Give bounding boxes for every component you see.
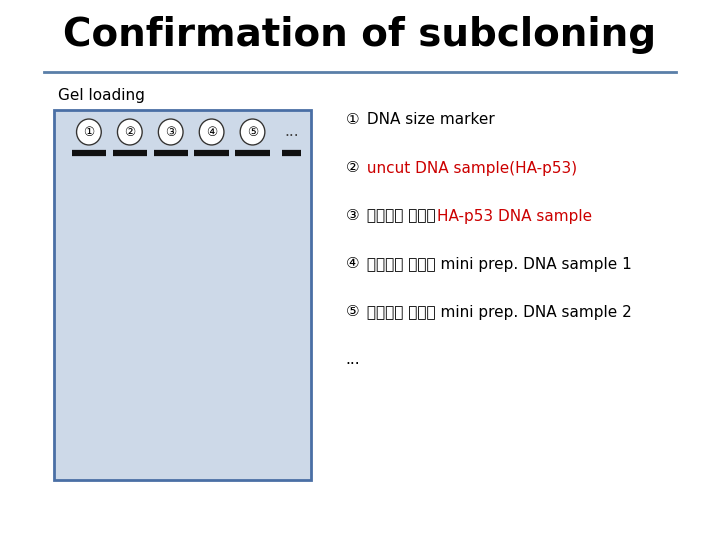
Text: DNA size marker: DNA size marker [362,112,495,127]
Text: uncut DNA sample(HA-p53): uncut DNA sample(HA-p53) [362,160,577,176]
Text: ①: ① [346,112,359,127]
Text: ①: ① [84,125,94,138]
Text: ④: ④ [346,256,359,272]
Text: Confirmation of subcloning: Confirmation of subcloning [63,16,657,54]
Circle shape [240,119,265,145]
Text: ②: ② [346,160,359,176]
Text: ④: ④ [206,125,217,138]
Text: ⑤: ⑤ [247,125,258,138]
Circle shape [158,119,183,145]
Text: HA-p53 DNA sample: HA-p53 DNA sample [436,208,592,224]
Text: 제한효소 처리한 mini prep. DNA sample 2: 제한효소 처리한 mini prep. DNA sample 2 [362,305,631,320]
Text: ...: ... [346,353,360,368]
Text: 제한효소 처리한 mini prep. DNA sample 1: 제한효소 처리한 mini prep. DNA sample 1 [362,256,631,272]
Bar [54,110,310,480]
Text: Gel loading: Gel loading [58,88,145,103]
Text: ③: ③ [165,125,176,138]
Circle shape [199,119,224,145]
Circle shape [76,119,102,145]
Text: ②: ② [124,125,135,138]
Text: 제한효소 처리한: 제한효소 처리한 [362,208,441,224]
Text: ⑤: ⑤ [346,305,359,320]
Circle shape [117,119,142,145]
Text: ③: ③ [346,208,359,224]
Text: ...: ... [284,125,299,139]
